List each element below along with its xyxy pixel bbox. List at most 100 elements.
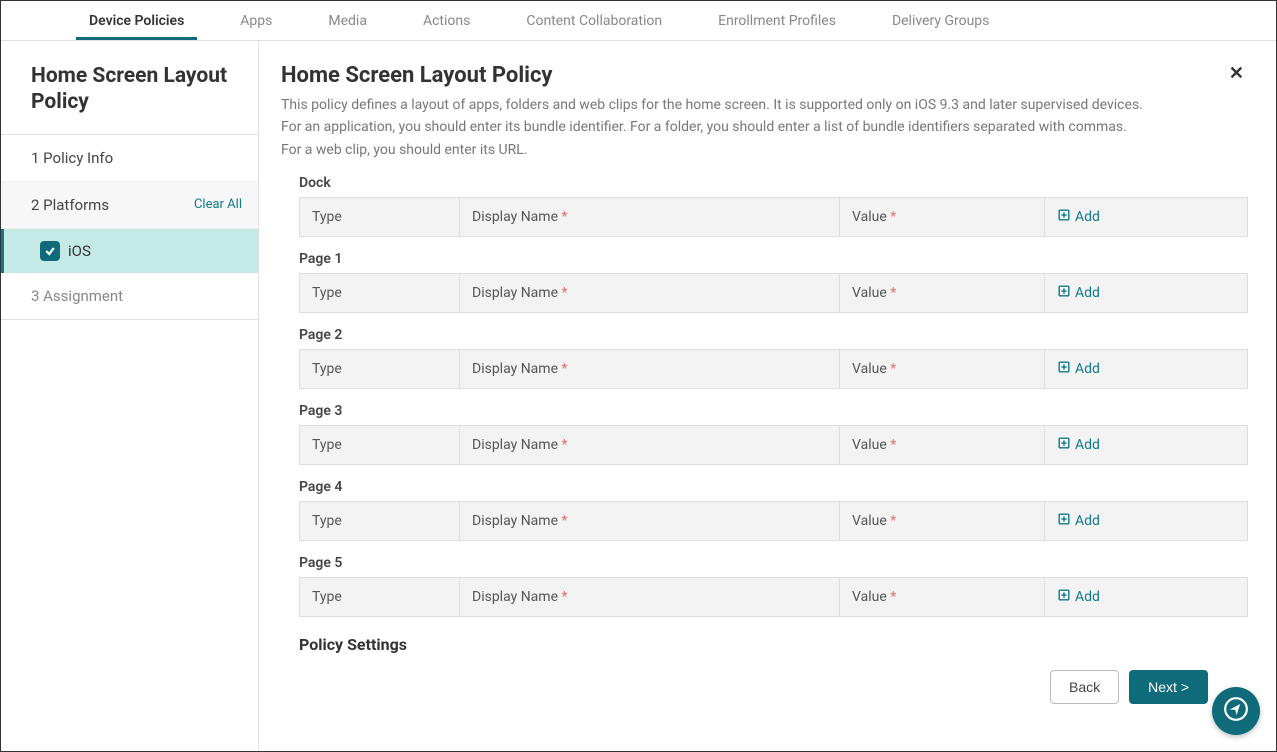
add-text: Add [1075, 513, 1100, 529]
col-header-text: Display Name [472, 209, 558, 225]
col-header-text: Value [852, 361, 887, 377]
policy-settings-heading: Policy Settings [281, 635, 1248, 654]
top-nav: Device Policies Apps Media Actions Conte… [1, 1, 1276, 41]
col-header-value: Value * [840, 198, 1045, 237]
required-star-icon: * [890, 437, 896, 453]
layout-section: Page 5 TypeDisplay Name *Value * Add [281, 555, 1248, 617]
add-text: Add [1075, 361, 1100, 377]
tab-content-collaboration[interactable]: Content Collaboration [498, 1, 690, 40]
col-header-text: Value [852, 285, 887, 301]
checkbox-checked-icon[interactable] [40, 241, 60, 261]
add-row-button[interactable]: Add [1057, 284, 1100, 302]
col-header-add: Add [1045, 426, 1248, 465]
section-label: Dock [299, 175, 1248, 191]
add-row-button[interactable]: Add [1057, 512, 1100, 530]
col-header-add: Add [1045, 198, 1248, 237]
next-button[interactable]: Next > [1129, 670, 1208, 704]
col-header-value: Value * [840, 350, 1045, 389]
col-header-add: Add [1045, 350, 1248, 389]
sidebar-step-policy-info[interactable]: 1 Policy Info [1, 135, 258, 182]
col-header-text: Display Name [472, 361, 558, 377]
sidebar-title: Home Screen Layout Policy [1, 41, 258, 135]
required-star-icon: * [561, 361, 567, 377]
navigation-arrow-icon [1223, 696, 1249, 726]
required-star-icon: * [561, 437, 567, 453]
col-header-display-name: Display Name * [460, 578, 840, 617]
col-header-type: Type [300, 274, 460, 313]
required-star-icon: * [561, 285, 567, 301]
layout-table: TypeDisplay Name *Value *Add [299, 273, 1248, 313]
tab-delivery-groups[interactable]: Delivery Groups [864, 1, 1017, 40]
layout-section: Page 4TypeDisplay Name *Value *Add [281, 479, 1248, 541]
layout-section: Page 1TypeDisplay Name *Value *Add [281, 251, 1248, 313]
col-header-text: Display Name [472, 437, 558, 453]
col-header-type: Type [300, 426, 460, 465]
layout-table: TypeDisplay Name *Value *Add [299, 197, 1248, 237]
add-icon [1057, 284, 1071, 302]
col-header-text: Value [852, 513, 887, 529]
col-header-text: Display Name [472, 513, 558, 529]
required-star-icon: * [890, 513, 896, 529]
col-header-type: Type [300, 198, 460, 237]
sidebar-step-label: 1 Policy Info [31, 149, 113, 167]
add-text: Add [1075, 209, 1100, 225]
page-title: Home Screen Layout Policy [281, 63, 553, 88]
add-icon [1057, 360, 1071, 378]
sidebar: Home Screen Layout Policy 1 Policy Info … [1, 41, 259, 751]
layout-table: TypeDisplay Name *Value *Add [299, 501, 1248, 541]
add-text: Add [1075, 285, 1100, 301]
section-label: Page 5 [299, 555, 1248, 571]
sidebar-step-label: 3 Assignment [31, 287, 123, 305]
add-text: Add [1075, 437, 1100, 453]
col-header-display-name: Display Name * [460, 198, 840, 237]
col-header-type: Type [300, 350, 460, 389]
add-icon [1057, 512, 1071, 530]
col-header-display-name: Display Name * [460, 350, 840, 389]
col-header-type: Type [300, 578, 460, 617]
layout-table: TypeDisplay Name *Value * Add [299, 577, 1248, 617]
col-header-type: Type [300, 502, 460, 541]
sidebar-step-label: 2 Platforms [31, 196, 109, 214]
sidebar-step-assignment[interactable]: 3 Assignment [1, 273, 258, 320]
content-area: Home Screen Layout Policy ✕ This policy … [259, 41, 1276, 751]
desc-line: For an application, you should enter its… [281, 116, 1248, 138]
tab-device-policies[interactable]: Device Policies [61, 1, 212, 40]
sidebar-substep-ios[interactable]: iOS [1, 229, 258, 273]
desc-line: For a web clip, you should enter its URL… [281, 139, 1248, 161]
section-label: Page 1 [299, 251, 1248, 267]
required-star-icon: * [561, 513, 567, 529]
layout-section: Page 2TypeDisplay Name *Value *Add [281, 327, 1248, 389]
back-button[interactable]: Back [1050, 670, 1119, 704]
sidebar-step-platforms[interactable]: 2 Platforms Clear All [1, 182, 258, 229]
tab-apps[interactable]: Apps [212, 1, 300, 40]
footer-buttons: Back Next > [281, 670, 1248, 704]
add-icon [1057, 208, 1071, 226]
layout-section: Page 3TypeDisplay Name *Value *Add [281, 403, 1248, 465]
tab-enrollment-profiles[interactable]: Enrollment Profiles [690, 1, 864, 40]
col-header-add: Add [1045, 578, 1248, 617]
tab-actions[interactable]: Actions [395, 1, 498, 40]
required-star-icon: * [890, 285, 896, 301]
add-icon [1057, 588, 1071, 606]
col-header-text: Display Name [472, 285, 558, 301]
col-header-value: Value * [840, 502, 1045, 541]
add-row-button[interactable]: Add [1057, 208, 1100, 226]
col-header-text: Value [852, 437, 887, 453]
section-label: Page 4 [299, 479, 1248, 495]
add-row-button[interactable]: Add [1057, 588, 1100, 606]
close-icon[interactable]: ✕ [1225, 63, 1248, 84]
layout-table: TypeDisplay Name *Value *Add [299, 425, 1248, 465]
sidebar-substep-label: iOS [68, 242, 91, 260]
desc-line: This policy defines a layout of apps, fo… [281, 94, 1248, 116]
tab-media[interactable]: Media [300, 1, 395, 40]
section-label: Page 3 [299, 403, 1248, 419]
clear-all-link[interactable]: Clear All [194, 197, 242, 212]
required-star-icon: * [561, 209, 567, 225]
col-header-add: Add [1045, 274, 1248, 313]
col-header-value: Value * [840, 274, 1045, 313]
help-fab[interactable] [1212, 687, 1260, 735]
add-row-button[interactable]: Add [1057, 436, 1100, 454]
col-header-display-name: Display Name * [460, 502, 840, 541]
add-row-button[interactable]: Add [1057, 360, 1100, 378]
col-header-value: Value * [840, 578, 1045, 617]
